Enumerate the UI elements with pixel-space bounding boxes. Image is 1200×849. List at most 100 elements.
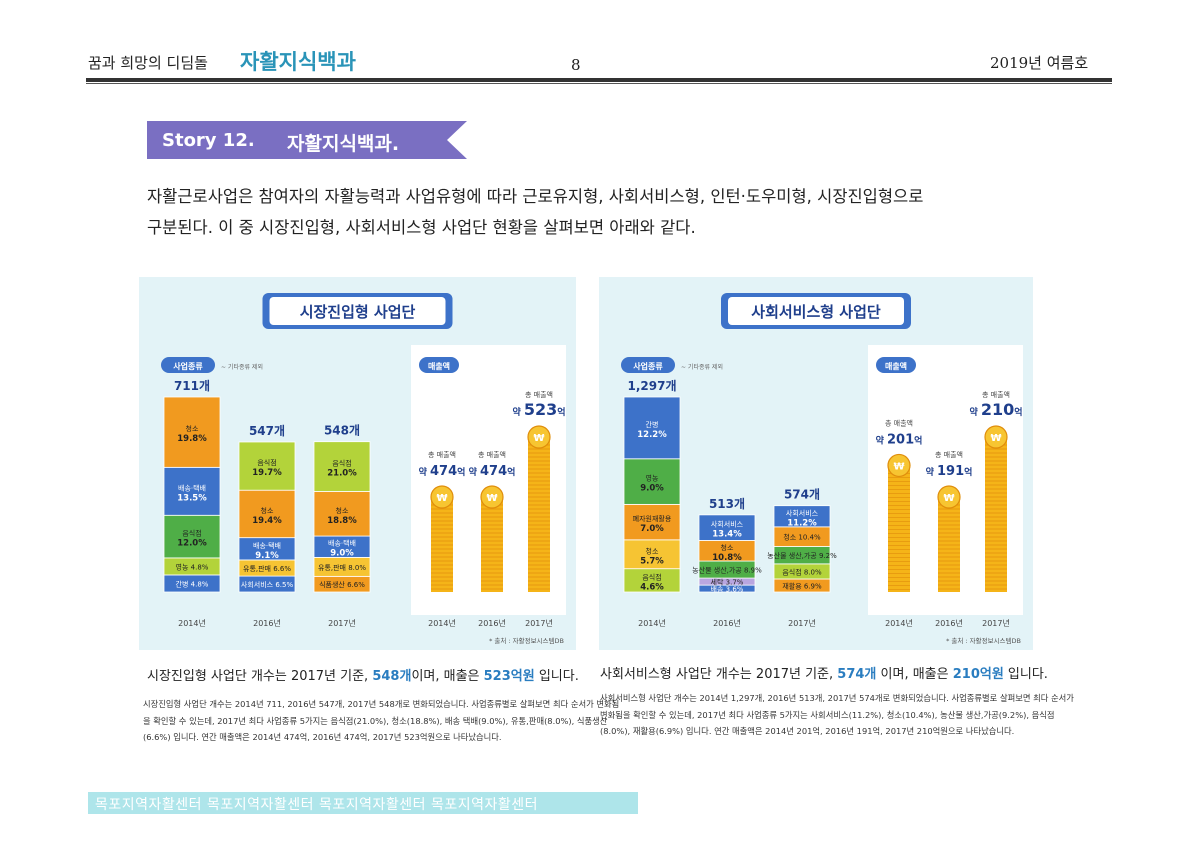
caption-pre: 사회서비스형 사업단 개수는 2017년 기준,: [600, 667, 838, 682]
caption-mid: 이며, 매출은: [876, 667, 953, 682]
segment-value: 21.0%: [327, 469, 357, 479]
header-rule: [86, 78, 1112, 82]
caption-sales: 523억원: [483, 669, 535, 684]
coin-icon: [887, 453, 911, 478]
sales-year-label: 2017년: [982, 618, 1010, 628]
coin-symbol: ₩: [893, 461, 904, 472]
detail-market-entry: 시장진입형 사업단 개수는 2014년 711, 2016년 547개, 201…: [143, 696, 619, 746]
footer-bar: [88, 792, 638, 814]
coin-symbol: ₩: [486, 493, 497, 504]
segment-label: 재활용 6.9%: [782, 581, 822, 590]
sales-value-label: 약 523억: [512, 400, 565, 419]
sales-label: 매출액: [428, 361, 450, 371]
segment-label: 청소 10.4%: [783, 534, 821, 542]
segment-name: 청소: [646, 547, 659, 555]
intro-line-2: 구분된다. 이 중 시장진입형, 사회서비스형 사업단 현황을 살펴보면 아래와…: [147, 218, 696, 237]
sales-prefix: 총 매출액: [478, 450, 506, 459]
x-tick-label: 2017년: [788, 618, 816, 628]
legend-note: ~ 기타종류 제외: [681, 363, 723, 371]
sales-value-unit: 억: [914, 434, 922, 446]
story-banner: [147, 121, 467, 159]
coin-stack: [888, 465, 910, 592]
caption-market-entry: 시장진입형 사업단 개수는 2017년 기준, 548개이며, 매출은 523억…: [147, 665, 579, 684]
segment-value: 13.4%: [712, 530, 742, 540]
bar-count-label: 547개: [249, 424, 285, 438]
bar-segment: [623, 458, 681, 505]
bar-count-label: 513개: [709, 497, 745, 511]
segment-label: 사회서비스 6.5%: [241, 580, 294, 589]
header-series-title: 꿈과 희망의 디딤돌: [88, 54, 208, 72]
legend-pill: [621, 357, 675, 373]
coin-symbol: ₩: [436, 493, 447, 504]
caption-sales: 210억원: [952, 667, 1004, 682]
sales-value-unit: 억: [507, 466, 515, 478]
chart-title: 사회서비스형 사업단: [751, 303, 881, 321]
sales-prefix: 총 매출액: [982, 390, 1010, 399]
intro-line-1: 자활근로사업은 참여자의 자활능력과 사업유형에 따라 근로유지형, 사회서비스…: [147, 187, 924, 206]
segment-name: 청소: [336, 507, 349, 515]
segment-value: 19.7%: [252, 468, 282, 478]
segment-name: 폐자원재활용: [633, 514, 672, 523]
bar-segment: [163, 466, 221, 516]
segment-label: 유통,판매 8.0%: [318, 563, 366, 572]
sales-pill: [419, 357, 459, 373]
segment-value: 7.0%: [640, 524, 664, 534]
legend-note: ~ 기타종류 제외: [221, 363, 263, 371]
sales-year-label: 2016년: [935, 618, 963, 628]
coin-stack: [431, 497, 453, 592]
coin-stack: [938, 497, 960, 592]
sales-value-prefix: 약: [876, 434, 887, 446]
segment-name: 배송·택배: [253, 541, 281, 550]
segment-label: 식품생산 6.6%: [319, 580, 365, 589]
sales-value-prefix: 약: [926, 466, 937, 478]
caption-mid: 이며, 매출은: [411, 669, 484, 684]
coin-icon: [527, 425, 551, 449]
segment-value: 5.7%: [640, 556, 664, 566]
segment-value: 10.8%: [712, 553, 742, 563]
segment-name: 음식점: [182, 529, 201, 538]
bar-count-label: 548개: [324, 424, 360, 438]
segment-value: 19.4%: [252, 516, 282, 526]
sales-year-label: 2014년: [885, 618, 913, 628]
segment-name: 사회서비스: [786, 508, 819, 517]
sales-value-unit: 억: [457, 466, 465, 478]
bar-segment: [698, 514, 756, 541]
bar-segment: [623, 396, 681, 460]
sales-value-label: 약 210억: [969, 400, 1022, 419]
sales-value-prefix: 약: [969, 406, 980, 418]
bar-segment: [773, 505, 831, 528]
segment-value: 9.0%: [640, 484, 664, 494]
sales-pill: [876, 357, 916, 373]
sales-value-label: 약 474억: [469, 464, 516, 479]
segment-name: 음식점: [332, 459, 351, 468]
segment-label: 음식점 8.0%: [782, 567, 822, 576]
sales-value-unit: 억: [557, 406, 565, 418]
caption-count: 574개: [837, 667, 877, 682]
segment-value: 11.2%: [787, 518, 817, 528]
legend-pill: [161, 357, 215, 373]
sales-year-label: 2017년: [525, 618, 553, 628]
detail-line: 사회서비스형 사업단 개수는 2014년 1,297개, 2016년 513개,…: [600, 693, 1074, 703]
sales-prefix: 총 매출액: [525, 390, 553, 399]
segment-label: 배송 3.6%: [711, 585, 744, 594]
segment-label: 농산물 생산,가공 8.9%: [692, 566, 762, 575]
segment-value: 18.8%: [327, 516, 357, 526]
segment-value: 12.0%: [177, 539, 207, 549]
bar-segment: [163, 396, 221, 468]
caption-count: 548개: [372, 669, 412, 684]
coin-icon: [480, 485, 504, 509]
sales-prefix: 총 매출액: [885, 418, 913, 427]
chart-title: 시장진입형 사업단: [300, 303, 416, 321]
sales-value-number: 210: [981, 400, 1014, 419]
segment-name: 청소: [261, 507, 274, 515]
sales-value-label: 약 474억: [419, 464, 466, 479]
detail-social-service: 사회서비스형 사업단 개수는 2014년 1,297개, 2016년 513개,…: [600, 690, 1074, 740]
segment-name: 배송·택배: [178, 483, 206, 492]
sales-value-number: 523: [524, 400, 557, 419]
segment-value: 19.8%: [177, 434, 207, 444]
segment-label: 간병 4.8%: [176, 579, 209, 588]
segment-value: 4.6%: [640, 582, 664, 592]
x-tick-label: 2016년: [713, 618, 741, 628]
title-banner-inner: [728, 297, 904, 325]
